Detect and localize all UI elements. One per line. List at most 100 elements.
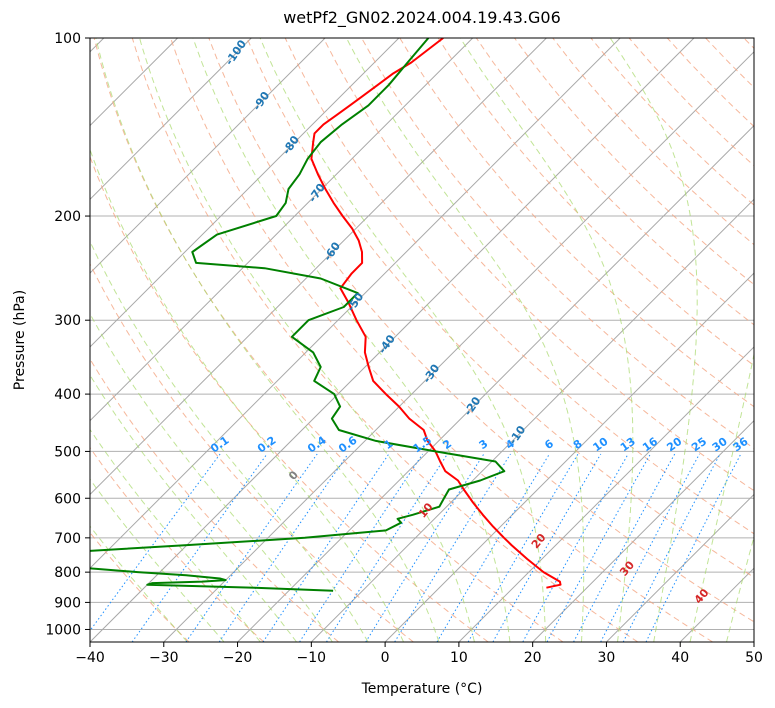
isotherm-line [237, 124, 754, 642]
isotherm-line [606, 493, 754, 642]
isotherm-line [90, 38, 547, 496]
moist-adiabat-line [90, 240, 369, 642]
mixing-ratio-label: 0.6 [336, 433, 360, 455]
isotherm-line [90, 38, 474, 422]
y-tick-label: 800 [54, 565, 81, 581]
dry-adiabat-label: -100 [223, 37, 250, 67]
dry-adiabat-line [628, 38, 754, 167]
y-tick-label: 1000 [45, 622, 81, 638]
y-axis-label: Pressure (hPa) [12, 290, 28, 390]
x-tick-label: 20 [524, 650, 542, 666]
moist-adiabat-label: 40 [692, 586, 712, 606]
moist-adiabat-label: 20 [529, 531, 549, 551]
mixing-ratio-line [573, 453, 676, 642]
y-tick-label: 600 [54, 491, 81, 507]
y-tick-label: 900 [54, 595, 81, 611]
y-tick-label: 300 [54, 313, 81, 329]
dry-adiabat-line [208, 38, 754, 623]
dry-adiabat-line [666, 38, 754, 128]
mixing-ratio-label: 0.1 [208, 434, 231, 456]
dry-adiabat-line [743, 38, 754, 49]
mixing-ratio-line [436, 453, 550, 642]
dry-adiabat-line [170, 38, 713, 642]
temperature-profile-line [310, 38, 562, 589]
x-tick-label: −40 [75, 650, 105, 666]
isotherm-line [90, 38, 400, 348]
moist-adiabat-line [90, 428, 261, 642]
dry-adiabat-line [90, 358, 339, 642]
y-tick-label: 200 [54, 209, 81, 225]
dry-adiabat-line [246, 38, 754, 578]
moist-adiabat-line [609, 38, 698, 642]
moist-adiabat-label: 30 [617, 558, 637, 578]
dry-adiabat-line [284, 38, 754, 535]
moist-adiabat-line [192, 38, 511, 642]
dry-adiabat-line [90, 155, 489, 642]
moist-adiabat-line [95, 38, 440, 642]
moist-adiabat-line [139, 38, 475, 642]
mixing-ratio-line [218, 453, 349, 642]
moist-adiabat-line [459, 38, 634, 642]
x-tick-label: 40 [671, 650, 689, 666]
dry-adiabat-line [361, 38, 754, 449]
y-tick-label: 700 [54, 531, 81, 547]
mixing-ratio-line [365, 453, 485, 642]
moist-adiabat-line [90, 374, 297, 642]
moist-adiabat-label: 10 [416, 500, 436, 520]
mixing-ratio-label: 0.4 [305, 433, 329, 455]
dry-adiabat-line [437, 38, 754, 367]
dry-adiabat-line [705, 38, 754, 89]
x-axis-label: Temperature (°C) [361, 681, 483, 697]
mixing-ratio-label: 6 [542, 437, 556, 452]
dry-adiabat-line [475, 38, 754, 326]
isotherm-line [753, 641, 754, 642]
isotherm-line [90, 38, 252, 201]
moist-adiabat-line [259, 38, 547, 642]
isotherm-line [90, 38, 621, 569]
mixing-ratio-line [522, 453, 629, 642]
dewpoint-profile-line [90, 38, 506, 592]
mixing-ratio-label: 1.5 [411, 434, 434, 456]
plot-frame [89, 37, 755, 643]
isotherm-line [90, 38, 695, 642]
mixing-ratio-line [299, 453, 424, 642]
mixing-ratio-line [622, 453, 721, 642]
mixing-ratio-line [645, 453, 742, 642]
x-tick-label: −10 [297, 650, 327, 666]
mixing-ratio-line [467, 453, 579, 642]
x-tick-label: 0 [381, 650, 390, 666]
mixing-ratio-line [600, 453, 700, 642]
dry-adiabat-line [90, 262, 414, 642]
moist-adiabat-line [90, 478, 225, 642]
dry-adiabat-line [552, 38, 754, 246]
mixing-ratio-line [185, 453, 318, 642]
x-tick-label: −30 [149, 650, 179, 666]
isotherm-line [163, 51, 754, 642]
mixing-ratio-line [131, 453, 268, 642]
y-tick-label: 500 [54, 444, 81, 460]
mixing-ratio-line [90, 453, 221, 632]
x-tick-label: −20 [223, 650, 253, 666]
isotherm-line [532, 419, 754, 642]
moist-adiabat-line [346, 38, 585, 642]
dry-adiabat-line [514, 38, 754, 286]
moist-adiabat-line [90, 148, 404, 642]
mixing-ratio-line [492, 453, 602, 642]
x-tick-label: 10 [450, 650, 468, 666]
mixing-ratio-label: 3 [477, 437, 491, 452]
mixing-ratio-label: 2 [440, 437, 454, 452]
isotherm-line [384, 272, 754, 642]
moist-adiabat-line [689, 351, 754, 642]
dry-adiabat-line [322, 38, 754, 492]
mixing-ratio-line [262, 453, 390, 642]
y-tick-label: 400 [54, 387, 81, 403]
x-tick-label: 50 [745, 650, 763, 666]
isotherm-line [679, 567, 754, 642]
chart-title: wetPf2_GN02.2024.004.19.43.G06 [283, 8, 561, 27]
isotherm-line [458, 346, 754, 642]
mixing-ratio-line [394, 453, 511, 642]
mixing-ratio-line [325, 453, 448, 642]
isotherm-line [90, 38, 326, 274]
moist-adiabat-line [90, 525, 188, 642]
